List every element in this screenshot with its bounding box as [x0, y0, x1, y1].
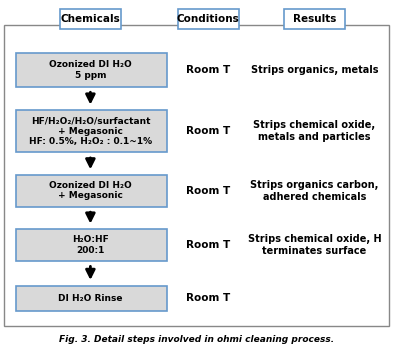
Text: Fig. 3. Detail steps involved in ohmi cleaning process.: Fig. 3. Detail steps involved in ohmi cl… — [59, 335, 334, 344]
Text: HF/H₂O₂/H₂O/surfactant
+ Megasonic
HF: 0.5%, H₂O₂ : 0.1~1%: HF/H₂O₂/H₂O/surfactant + Megasonic HF: 0… — [29, 116, 152, 146]
Text: Room T: Room T — [186, 186, 230, 196]
Text: Strips chemical oxide,
metals and particles: Strips chemical oxide, metals and partic… — [253, 120, 375, 142]
Bar — [16, 53, 167, 87]
Text: Room T: Room T — [186, 293, 230, 303]
Text: H₂O:HF
200:1: H₂O:HF 200:1 — [72, 235, 109, 255]
Bar — [4, 25, 389, 326]
Text: Strips organics carbon,
adhered chemicals: Strips organics carbon, adhered chemical… — [250, 180, 378, 202]
Bar — [60, 9, 121, 29]
Text: Ozonized DI H₂O
+ Megasonic: Ozonized DI H₂O + Megasonic — [49, 181, 132, 201]
Text: Room T: Room T — [186, 65, 230, 75]
Text: Conditions: Conditions — [177, 14, 240, 24]
Bar — [16, 175, 167, 206]
Bar — [16, 110, 167, 152]
Text: Room T: Room T — [186, 126, 230, 136]
Text: Strips chemical oxide, H
terminates surface: Strips chemical oxide, H terminates surf… — [248, 234, 381, 256]
Text: Room T: Room T — [186, 240, 230, 250]
Bar — [178, 9, 239, 29]
Text: DI H₂O Rinse: DI H₂O Rinse — [58, 294, 123, 303]
Bar — [284, 9, 345, 29]
Bar — [16, 286, 167, 311]
Text: Results: Results — [293, 14, 336, 24]
Bar — [16, 229, 167, 261]
Text: Chemicals: Chemicals — [61, 14, 120, 24]
Text: Strips organics, metals: Strips organics, metals — [251, 65, 378, 75]
Text: Ozonized DI H₂O
5 ppm: Ozonized DI H₂O 5 ppm — [49, 60, 132, 80]
